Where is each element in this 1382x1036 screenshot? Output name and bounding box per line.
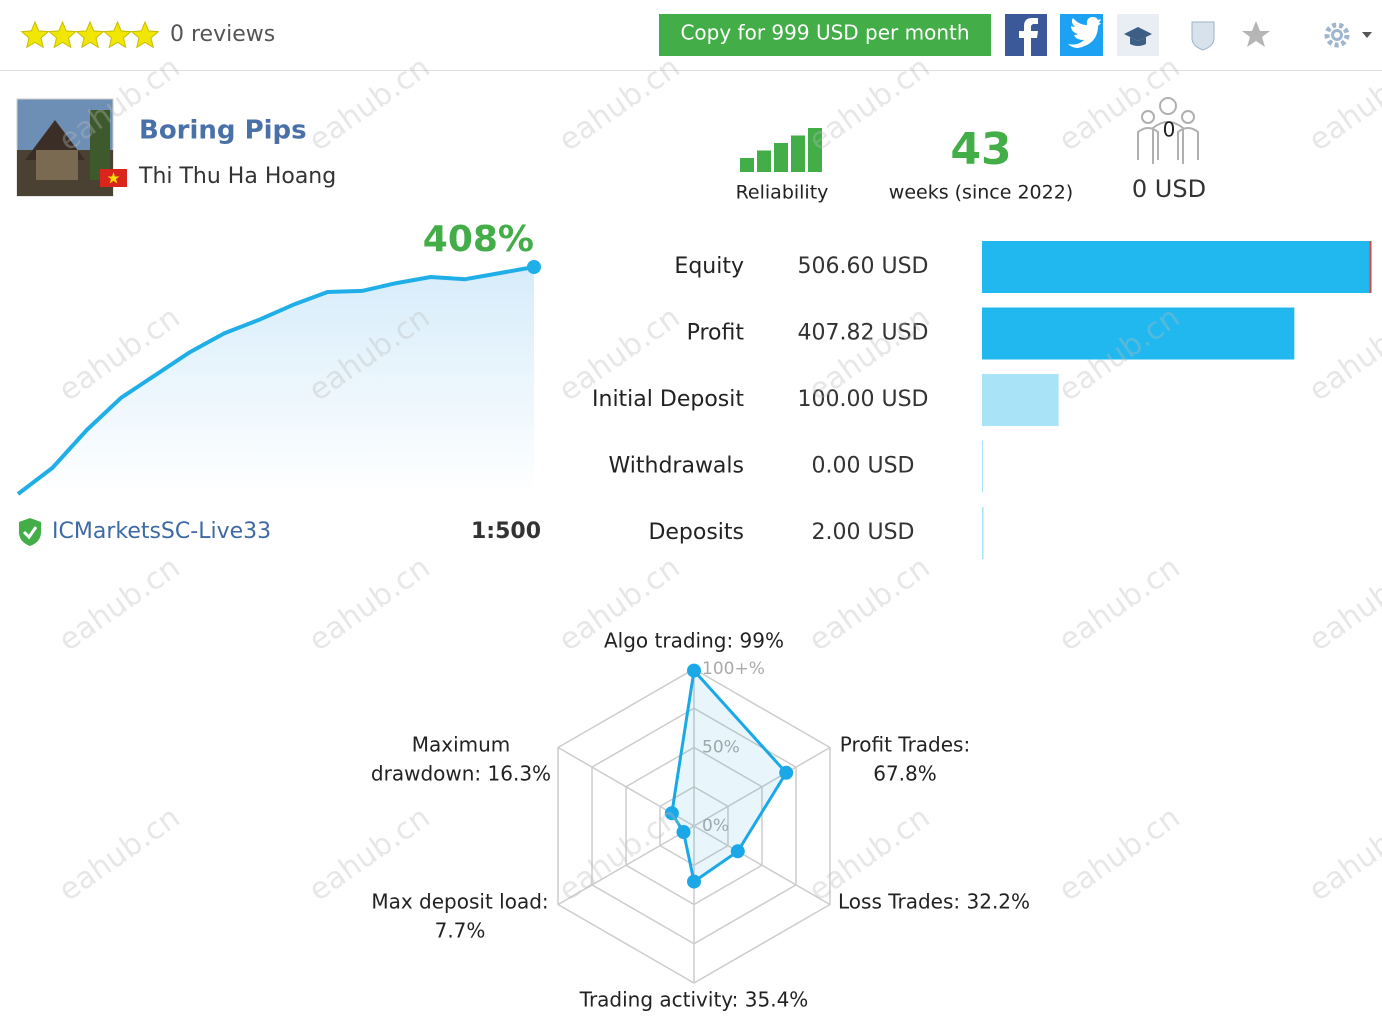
growth-area	[18, 267, 534, 494]
watermark: eahub.cn	[1052, 800, 1186, 908]
radar-tick-label: 50%	[702, 738, 740, 758]
copy-button[interactable]	[659, 14, 991, 56]
weeks-value: 43	[950, 124, 1011, 175]
watermark: eahub.cn	[1052, 50, 1186, 158]
star	[47, 20, 78, 49]
growth-line	[16, 265, 535, 496]
radar-spoke	[693, 825, 831, 906]
reliability-bar	[774, 143, 788, 172]
reliability-bar	[791, 135, 805, 172]
radar-axis-label: Max deposit load:	[371, 890, 548, 914]
watermark: eahub.cn	[802, 550, 936, 658]
copy-button-text[interactable]: Copy for 999 USD per month	[680, 21, 969, 45]
radar-chart: 0% 50% 100+% Algo trading: 99% Profit Trades…	[371, 629, 1030, 1012]
star	[130, 20, 160, 49]
settings-icon[interactable]	[1324, 22, 1372, 48]
watermark: eahub.cn	[302, 550, 436, 658]
balance-value: 0.00 USD	[812, 454, 915, 479]
reliability-bar	[808, 128, 822, 172]
balance-label: Withdrawals	[609, 454, 745, 479]
balance-label: Equity	[674, 254, 744, 279]
balance-value: 506.60 USD	[798, 254, 929, 279]
radar-area	[670, 667, 789, 885]
education-icon[interactable]	[1117, 14, 1159, 56]
growth-end-point	[527, 260, 541, 274]
balance-bar	[982, 374, 1059, 426]
balance-label: Deposits	[648, 520, 744, 545]
star	[20, 20, 50, 49]
radar-axis-label: 7.7%	[435, 919, 486, 943]
radar-point	[687, 874, 701, 889]
star	[75, 20, 105, 49]
radar-point	[687, 663, 701, 678]
radar-spoke	[557, 825, 695, 906]
balance-value: 100.00 USD	[798, 387, 929, 412]
balance-bar	[982, 507, 984, 559]
broker[interactable]: ICMarketsSC-Live33	[52, 519, 271, 544]
watermark: eahub.cn	[1302, 800, 1382, 908]
watermark: eahub.cn	[1302, 50, 1382, 158]
shield-icon[interactable]	[1191, 21, 1215, 51]
reliability-bars	[740, 128, 822, 172]
reliability-label: Reliability	[736, 182, 829, 204]
watermark: eahub.cn	[302, 50, 436, 158]
weeks-label: weeks (since 2022)	[889, 182, 1073, 204]
subscribers-funds: 0 USD	[1132, 175, 1206, 203]
balance-label: Initial Deposit	[592, 387, 744, 412]
rating-stars	[20, 20, 160, 49]
radar-axis-label: 67.8%	[873, 762, 937, 786]
reviews[interactable]: 0 reviews	[170, 22, 275, 47]
radar-axis-label: Loss Trades: 32.2%	[838, 890, 1030, 914]
avatar[interactable]	[16, 98, 114, 197]
twitter-icon[interactable]	[1060, 14, 1103, 56]
signal-name[interactable]: Boring Pips	[139, 116, 307, 146]
balance-table: Equity 506.60 USD Profit 407.82 USD Initial …	[592, 241, 1372, 559]
subscribers-count: 0	[1163, 118, 1176, 142]
subscribers-icon	[1137, 97, 1199, 164]
balance-bar	[982, 307, 1295, 360]
author-name[interactable]: Thi Thu Ha Hoang	[138, 164, 336, 189]
reliability-bar	[740, 158, 754, 172]
balance-value: 2.00 USD	[812, 520, 915, 545]
radar-spoke	[693, 746, 831, 827]
facebook-icon[interactable]	[1005, 14, 1047, 56]
radar-point	[676, 825, 691, 840]
watermark: eahub.cn	[802, 50, 936, 158]
leverage: 1:500	[471, 519, 541, 544]
radar-axis-label: Trading activity: 35.4%	[579, 988, 809, 1012]
radar-tick-label: 0%	[702, 816, 729, 836]
balance-label: Profit	[687, 321, 745, 346]
radar-axis-label: Profit Trades:	[840, 733, 970, 757]
balance-value: 407.82 USD	[798, 321, 929, 346]
watermark: eahub.cn	[52, 800, 186, 908]
watermark: eahub.cn	[1302, 550, 1382, 658]
radar-axis-label: Maximum	[412, 733, 511, 757]
radar-point	[779, 765, 794, 780]
radar-tick-label: 100+%	[702, 659, 765, 679]
reliability-bar	[757, 150, 771, 172]
watermark: eahub.cn	[52, 550, 186, 658]
growth-total: 408%	[423, 219, 534, 260]
watermark: eahub.cn	[552, 50, 686, 158]
radar-point	[664, 806, 679, 821]
watermark: eahub.cn	[1052, 550, 1186, 658]
verified-icon	[19, 518, 41, 546]
watermark: eahub.cn	[1302, 300, 1382, 408]
star	[102, 20, 133, 49]
radar-axis-label: drawdown: 16.3%	[371, 762, 551, 786]
flag-vietnam	[100, 169, 127, 187]
favorite-icon[interactable]	[1242, 21, 1270, 47]
growth-chart	[16, 260, 541, 496]
balance-bar	[982, 241, 1370, 293]
radar-point	[730, 844, 745, 859]
radar-axis-label: Algo trading: 99%	[604, 629, 784, 653]
